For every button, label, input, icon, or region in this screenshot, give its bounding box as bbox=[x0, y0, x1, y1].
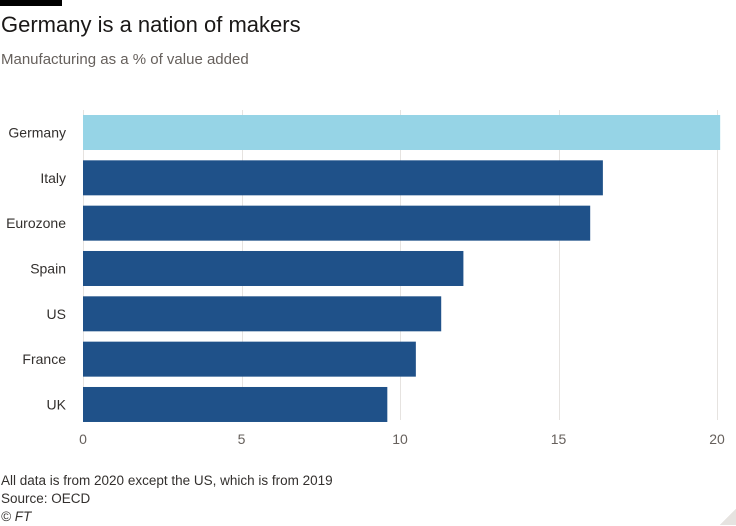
bar-chart: Germany Italy Eurozone Spain US France UK 0 5 10… bbox=[6, 110, 725, 447]
category-label-france: France bbox=[22, 351, 66, 367]
chart-title: Germany is a nation of makers bbox=[1, 12, 301, 37]
x-tick-label: 15 bbox=[551, 431, 567, 447]
bars bbox=[83, 115, 721, 422]
footnotes: All data is from 2020 except the US, whi… bbox=[1, 472, 333, 526]
bar-us bbox=[83, 296, 442, 332]
x-tick-label: 5 bbox=[238, 431, 246, 447]
x-tick-label: 20 bbox=[709, 431, 725, 447]
x-axis-ticks: 0 5 10 15 20 bbox=[79, 431, 725, 447]
bar-france bbox=[83, 341, 416, 377]
bar-spain bbox=[83, 250, 464, 286]
source-note: Source: OECD bbox=[1, 491, 91, 506]
bar-germany bbox=[83, 115, 721, 150]
category-label-italy: Italy bbox=[40, 170, 66, 186]
category-labels: Germany Italy Eurozone Spain US France UK bbox=[6, 125, 67, 413]
chart-subtitle: Manufacturing as a % of value added bbox=[1, 51, 249, 68]
brand-rule bbox=[0, 0, 62, 6]
bar-uk bbox=[83, 386, 388, 422]
bar-italy bbox=[83, 160, 603, 196]
bar-eurozone bbox=[83, 205, 591, 241]
x-tick-label: 10 bbox=[392, 431, 408, 447]
x-tick-label: 0 bbox=[79, 431, 87, 447]
category-label-us: US bbox=[47, 306, 66, 322]
category-label-eurozone: Eurozone bbox=[6, 215, 66, 231]
category-label-uk: UK bbox=[47, 396, 67, 412]
category-label-germany: Germany bbox=[8, 125, 66, 141]
ft-credit: © FT bbox=[1, 509, 32, 524]
category-label-spain: Spain bbox=[30, 260, 66, 276]
data-note: All data is from 2020 except the US, whi… bbox=[1, 473, 333, 488]
page-corner-fold bbox=[720, 509, 736, 525]
